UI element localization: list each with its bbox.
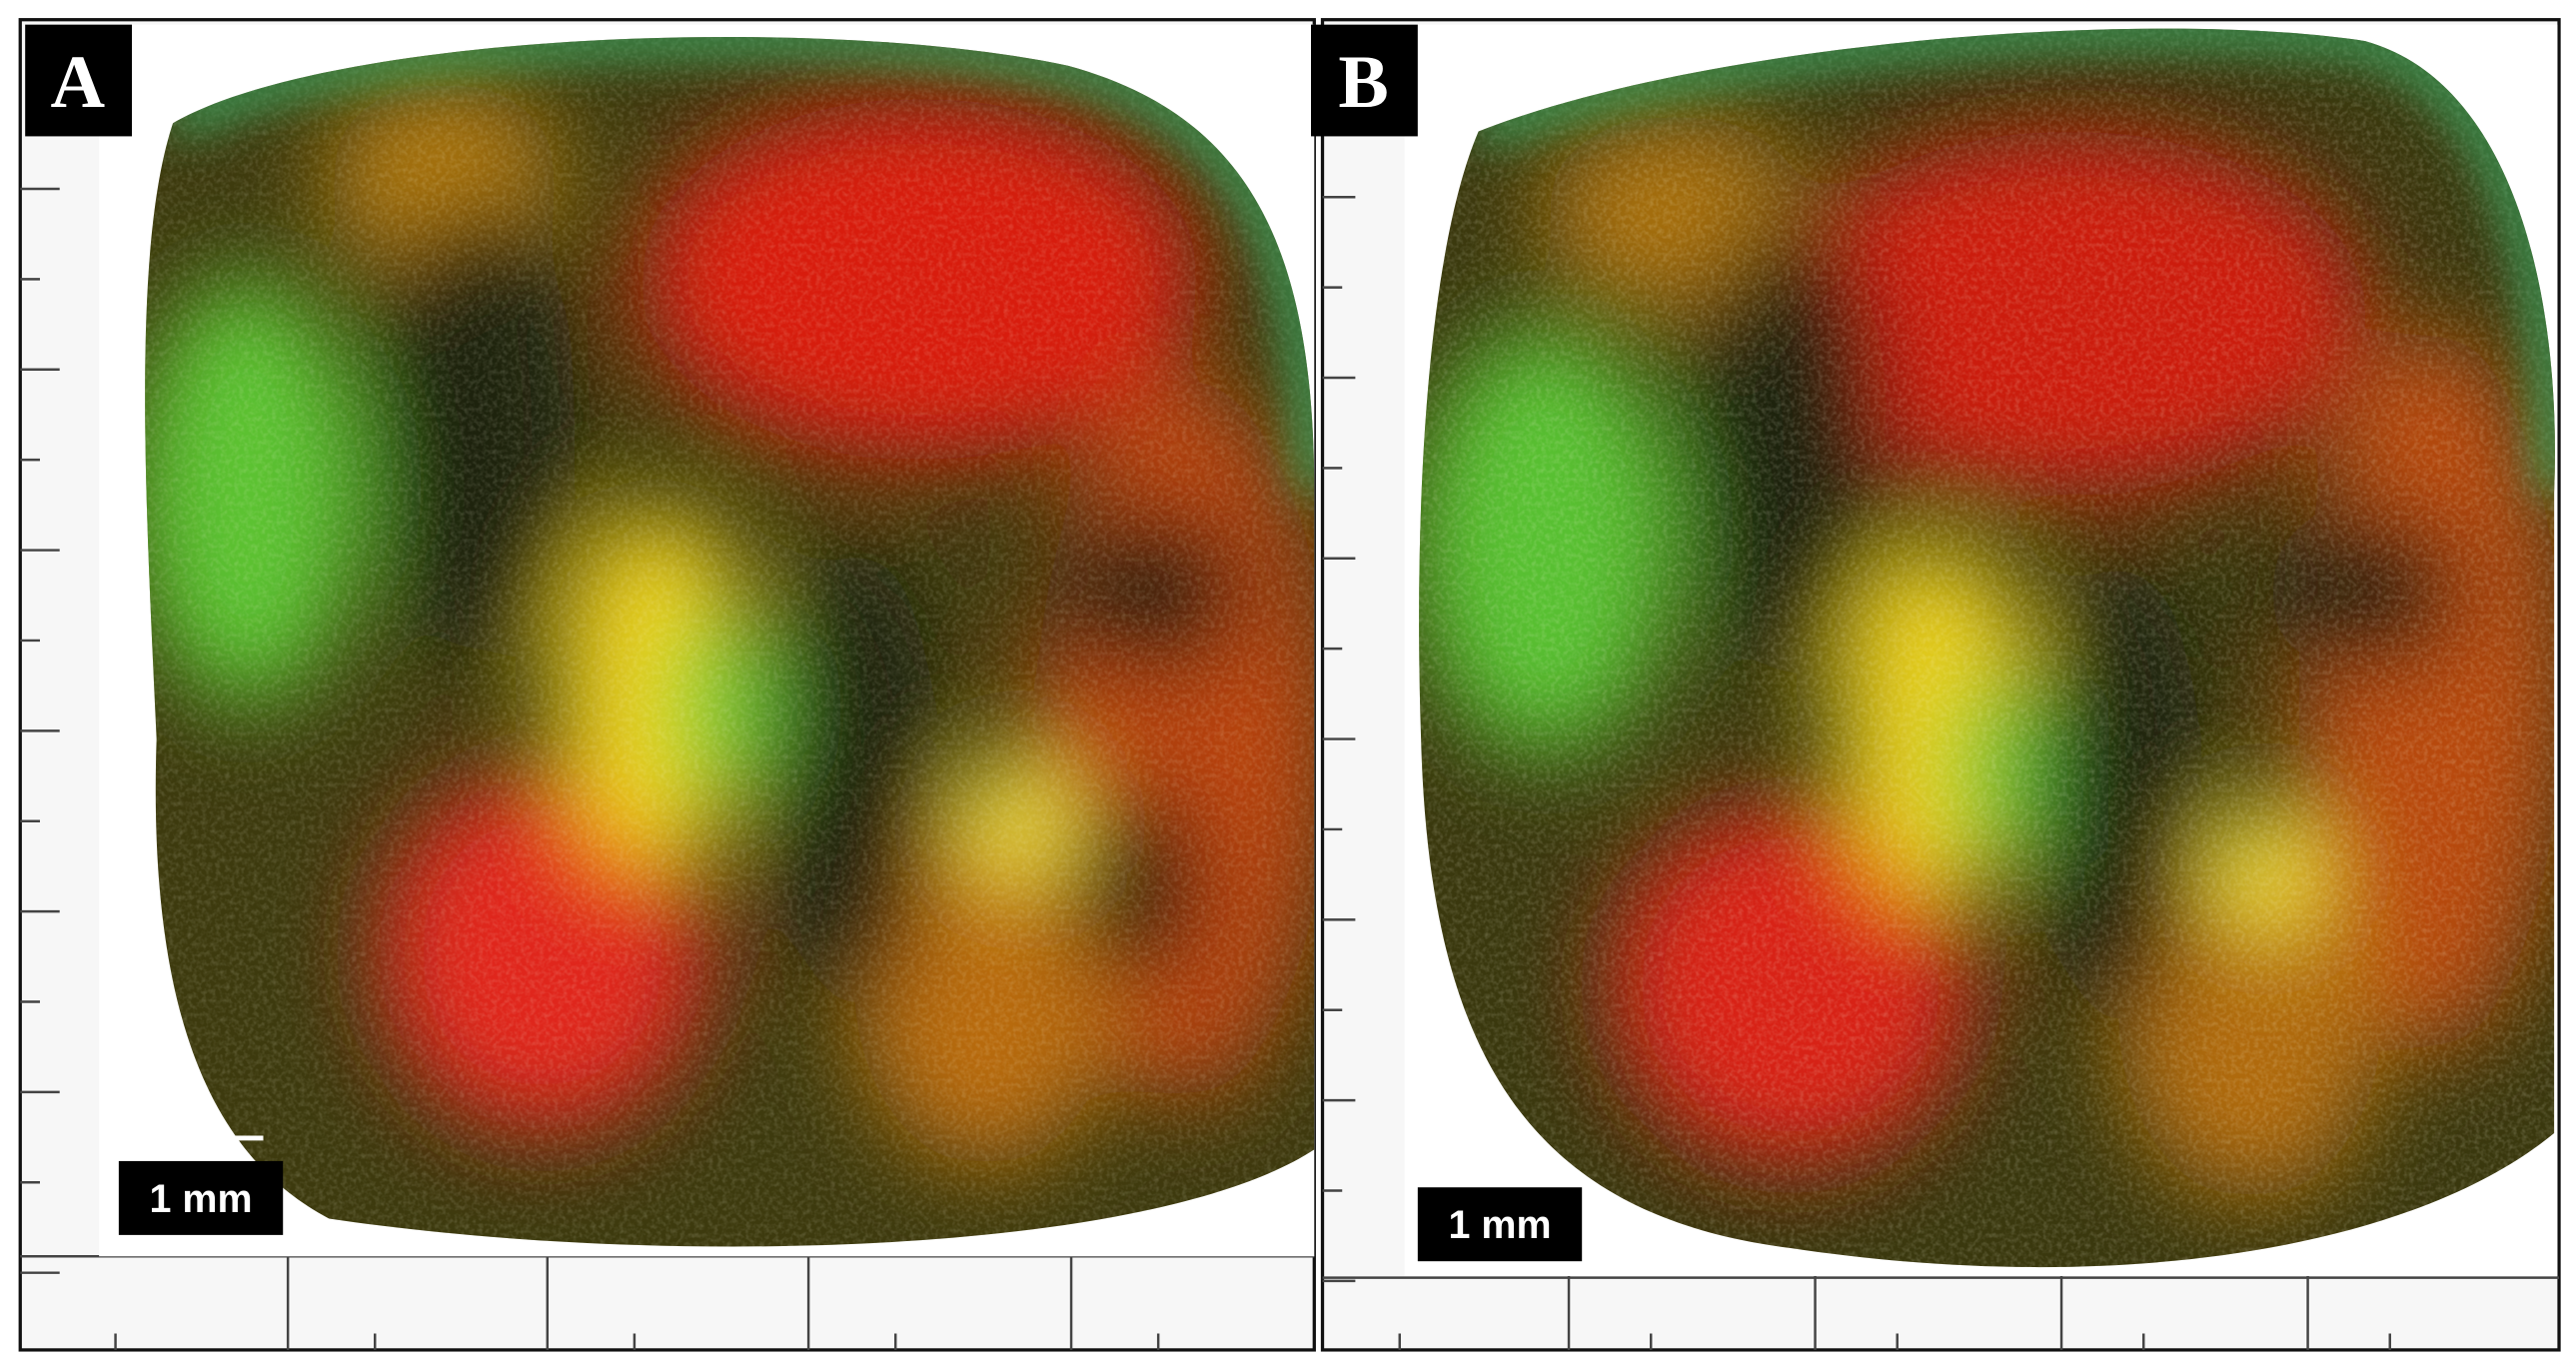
scale-bar-text: 1 mm	[150, 1177, 253, 1221]
panel-label: A	[50, 41, 105, 124]
scale-bar-box	[118, 1160, 284, 1235]
scale-bar-text: 1 mm	[1448, 1203, 1551, 1247]
tooth-image: A 1 mm	[25, 24, 1315, 1257]
label-box	[1311, 24, 1418, 137]
label-box	[25, 24, 133, 137]
scale-bar-box	[1417, 1187, 1583, 1262]
tooth-image: B 1 mm	[1311, 24, 2558, 1276]
panel-label: B	[1338, 41, 1388, 124]
ruler-ticks	[20, 187, 2560, 1350]
